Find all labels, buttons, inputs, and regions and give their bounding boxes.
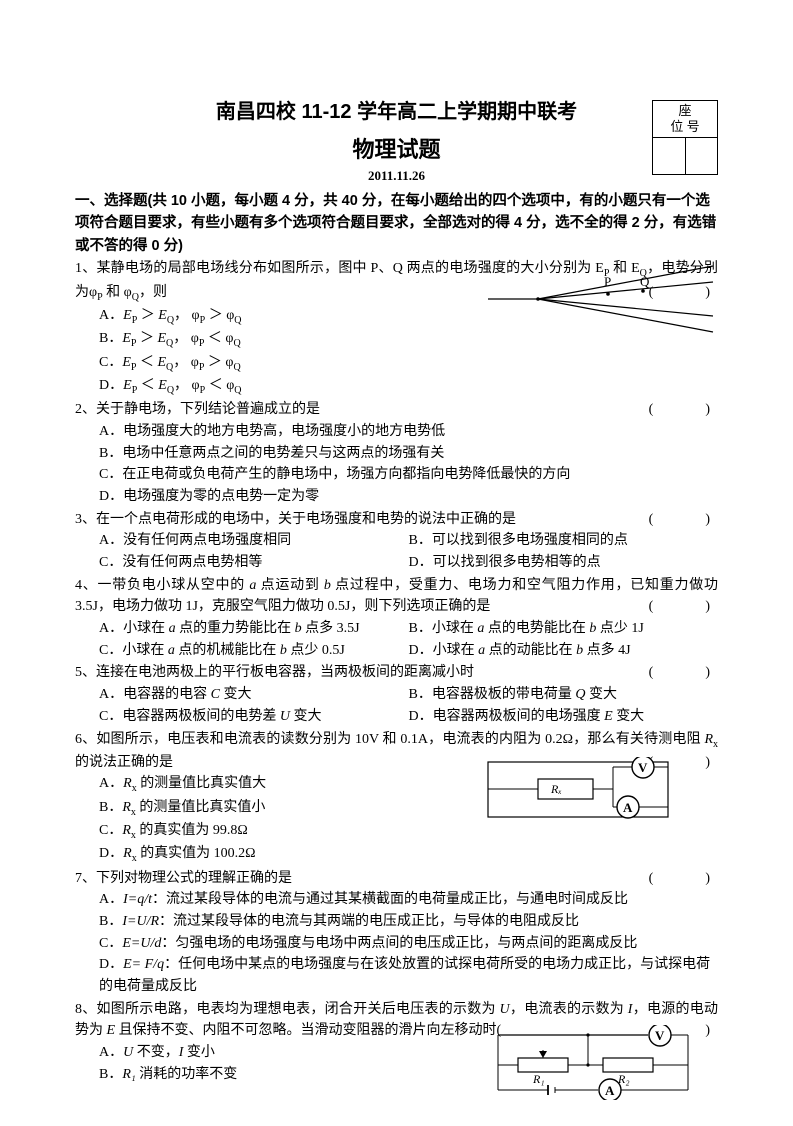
svg-text:A: A [605,1083,615,1098]
fig1-label-q: Q [640,274,650,289]
svg-text:V: V [638,760,648,775]
page-subtitle: 物理试题 [75,132,718,164]
fig1-label-p: P [604,274,611,289]
question-2: 2、关于静电场，下列结论普遍成立的是( ) A．电场强度大的地方电势高，电场强度… [75,399,718,507]
seat-label-2: 位 号 [670,119,699,134]
section-1-title: 一、选择题(共 10 小题，每小题 4 分，共 40 分，在每小题给出的四个选项… [75,190,718,257]
seat-label-1: 座 [678,103,691,118]
seat-cell-2 [686,138,718,174]
svg-text:R₁: R₁ [532,1072,545,1086]
exam-date: 2011.11.26 [75,168,718,184]
question-1: 1、某静电场的局部电场线分布如图所示，图中 P、Q 两点的电场强度的大小分别为 … [75,258,718,398]
svg-text:Rₓ: Rₓ [550,782,562,796]
question-3: 3、在一个点电荷形成的电场中，关于电场强度和电势的说法中正确的是( ) A．没有… [75,509,718,574]
question-8: 8、如图所示电路，电表均为理想电表，闭合开关后电压表的示数为 U，电流表的示数为… [75,999,718,1086]
page-title: 南昌四校 11-12 学年高二上学期期中联考 [75,95,718,124]
figure-circuit-slider: V R₁ R₂ A [488,1025,698,1108]
question-7: 7、下列对物理公式的理解正确的是( ) A．I=q/t：流过某段导体的电流与通过… [75,868,718,998]
seat-cell-1 [653,138,686,174]
question-4: 4、一带负电小球从空中的 a 点运动到 b 点过程中，受重力、电场力和空气阻力作… [75,575,718,662]
seat-number-box: 座 位 号 [652,100,718,175]
question-5: 5、连接在电池两极上的平行板电容器，当两极板间的距离减小时( ) A．电容器的电… [75,662,718,727]
figure-field-lines: P Q [488,264,718,342]
svg-text:V: V [655,1028,665,1043]
svg-text:A: A [623,800,633,815]
figure-circuit-rx: Rₓ A V [483,757,678,835]
question-6: 6、如图所示，电压表和电流表的读数分别为 10V 和 0.1A，电流表的内阻为 … [75,729,718,867]
